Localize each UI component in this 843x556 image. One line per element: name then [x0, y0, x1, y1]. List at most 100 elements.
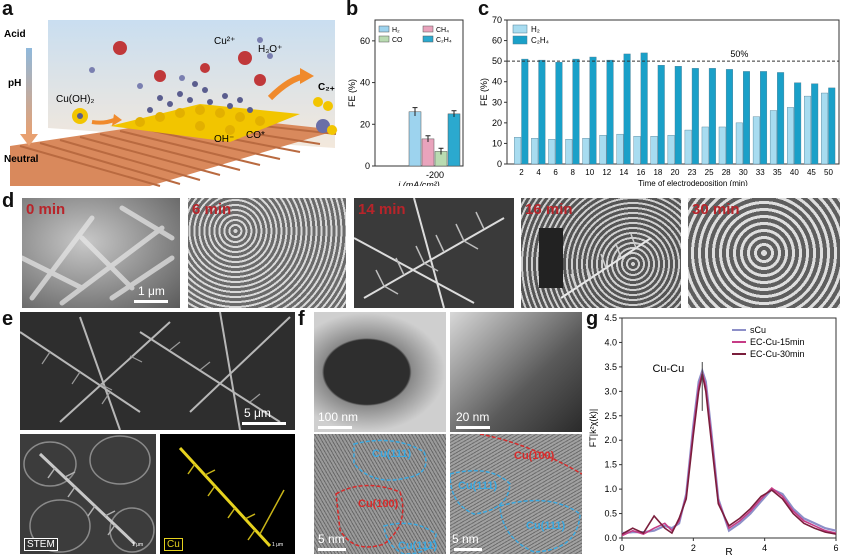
x-tick-label: 45 — [807, 168, 816, 177]
legend-swatch — [422, 35, 434, 43]
sem-14min-tag: 14 min — [358, 201, 406, 218]
x-tick-label: 2 — [691, 543, 696, 553]
sem-large-dendrites: 5 μm — [20, 312, 295, 430]
bar-0 — [804, 95, 812, 165]
y-tick-label: 4.0 — [604, 337, 617, 347]
series-line-0 — [621, 367, 837, 535]
scale-bar — [242, 422, 286, 425]
sem-6min: 6 min — [188, 198, 346, 308]
bar-0 — [548, 139, 556, 165]
x-tick-label: 12 — [602, 168, 611, 177]
sem-0min-texture — [22, 205, 175, 306]
sem-large-scale-text: 5 μm — [244, 406, 271, 420]
x-tick-label: 20 — [671, 168, 680, 177]
x-axis-label: j (mA/cm²) — [397, 180, 440, 186]
legend-label: sCu — [750, 325, 766, 335]
x-tick-label: 50 — [824, 168, 833, 177]
panel-label-a: a — [2, 0, 14, 20]
annotation-label: Cu-Cu — [652, 363, 684, 375]
sem-16min-dark-region — [539, 228, 563, 288]
tem-100nm-scale-text: 100 nm — [318, 410, 359, 424]
panel-label-f: f — [298, 308, 305, 330]
label-oh: OH⁻ — [214, 134, 234, 145]
y-axis-label: FE (%) — [479, 78, 489, 106]
scale-bar — [456, 426, 490, 429]
y-axis-label: FT|k²χ(k)| — [588, 409, 598, 447]
x-tick-label: 8 — [570, 168, 575, 177]
legend-label: CO — [392, 37, 403, 44]
y-tick-label: 60 — [492, 36, 502, 46]
y-tick-label: 0.0 — [604, 533, 617, 543]
plane-label: Cu(100) — [358, 498, 399, 510]
y-tick-label: 20 — [492, 118, 502, 128]
plane-label: Cu(111) — [398, 540, 438, 552]
x-tick-label: 2 — [519, 168, 524, 177]
cu-scale-text: 1 μm — [272, 542, 284, 548]
plot-frame — [621, 317, 837, 539]
label-co: CO* — [246, 130, 265, 141]
tem-20nm-scale-text: 20 nm — [456, 410, 490, 424]
x-tick-label: 28 — [722, 168, 731, 177]
bar-1 — [760, 71, 768, 165]
legend-label: H₂ — [392, 27, 400, 34]
sem-6min-tag: 6 min — [192, 201, 232, 218]
hrtem-b: Cu(100) Cu(111) Cu(111) 5 nm — [450, 434, 582, 554]
cu-tag: Cu — [164, 538, 183, 551]
x-tick-label: -200 — [426, 170, 444, 180]
y-tick-label: 3.0 — [604, 386, 617, 396]
tem-100nm: 100 nm — [314, 312, 446, 432]
plane-label: Cu(100) — [514, 450, 555, 462]
bar-0 — [769, 110, 777, 165]
sem-0min-scale-text: 1 μm — [138, 284, 165, 298]
x-tick-label: 6 — [833, 543, 838, 553]
bar-0 — [565, 139, 573, 165]
label-ph: pH — [8, 78, 21, 89]
chart-c: 0 10 20 30 40 50 60 70 FE (%) 2 4 6 8 10 12 14 16 18 20 23 2… — [479, 15, 840, 186]
y-tick-label: 0.5 — [604, 509, 617, 519]
bar-1 — [725, 69, 733, 165]
legend-swatch — [512, 24, 528, 34]
label-cuoh2: Cu(OH)₂ — [56, 94, 94, 105]
x-axis-label: Time of electrodeposition (min) — [638, 179, 748, 186]
panel-label-c: c — [478, 0, 490, 20]
sem-16min: 16 min — [521, 198, 681, 308]
hrtem-a: Cu(111) Cu(100) Cu(111) 5 nm — [314, 434, 446, 554]
stem-scale-text: 1 μm — [132, 542, 144, 548]
bar-1 — [589, 56, 597, 165]
x-tick-label: 18 — [653, 168, 662, 177]
bar-0 — [582, 138, 590, 165]
label-acid: Acid — [4, 29, 26, 40]
bar-0 — [735, 122, 743, 165]
label-neutral: Neutral — [4, 154, 39, 165]
bar-1 — [828, 87, 836, 165]
bar-0 — [408, 111, 422, 167]
series-line-2 — [621, 374, 837, 535]
hrtem-b-scale-text: 5 nm — [452, 532, 479, 546]
y-tick-label: 2.0 — [604, 435, 617, 445]
label-c2: C₂₊ — [318, 82, 335, 93]
legend-label: C₂H₄ — [531, 36, 549, 45]
x-tick-label: 14 — [619, 168, 628, 177]
x-tick-label: 33 — [756, 168, 765, 177]
y-axis-label: FE (%) — [347, 79, 357, 107]
hrtem-a-regions — [335, 439, 437, 554]
legend-label: CH₄ — [436, 27, 449, 34]
bar-0 — [701, 126, 709, 165]
x-tick-label: 40 — [790, 168, 799, 177]
legend-label: C₂H₄ — [436, 37, 452, 44]
y-tick-label: 40 — [492, 77, 502, 87]
x-tick-label: 6 — [553, 168, 558, 177]
reference-label: 50% — [730, 49, 748, 59]
bar-0 — [821, 92, 829, 165]
y-tick-label: 1.5 — [604, 460, 617, 470]
stem-texture — [23, 435, 155, 553]
bar-3 — [447, 113, 461, 167]
ph-gradient-arrow — [26, 48, 32, 136]
x-tick-label: 10 — [585, 168, 594, 177]
legend-label: H₂ — [531, 25, 540, 34]
series-line-1 — [621, 369, 837, 537]
bar-1 — [657, 65, 665, 165]
legend-swatch — [378, 35, 390, 43]
x-tick-label: 0 — [619, 543, 624, 553]
tem-20nm: 20 nm — [450, 312, 582, 432]
